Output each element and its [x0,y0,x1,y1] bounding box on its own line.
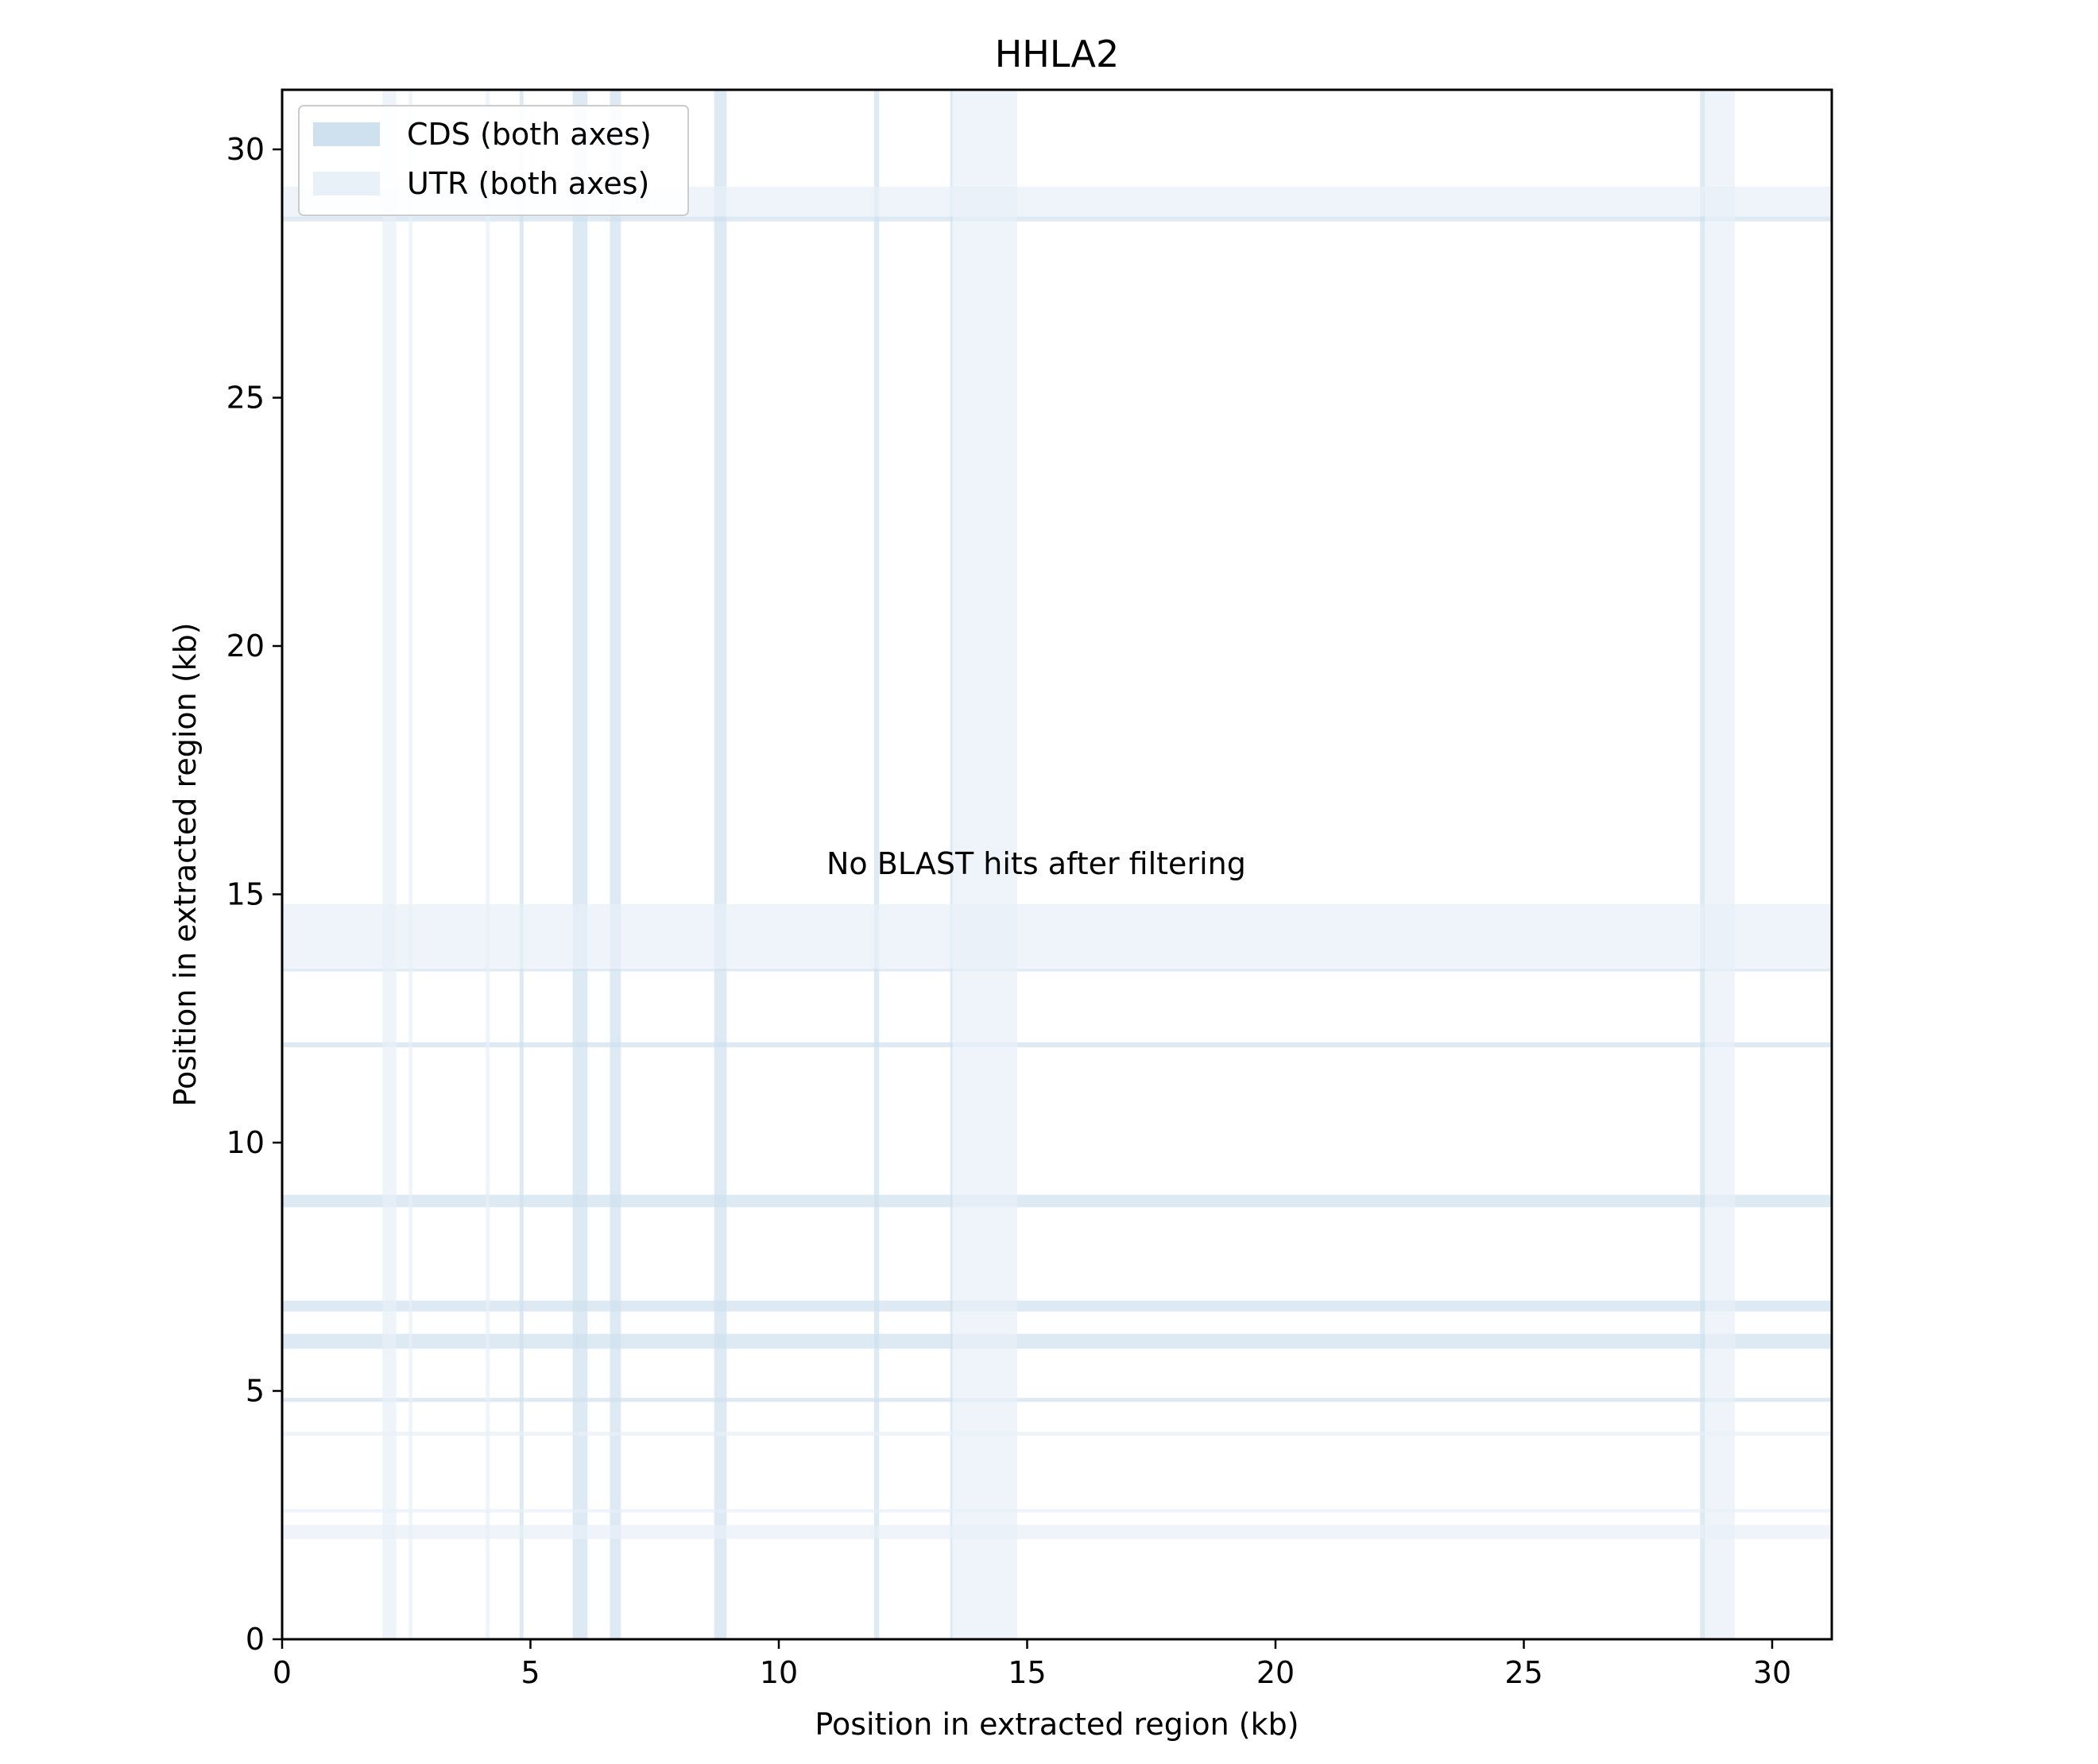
y-tick-label: 0 [246,1622,265,1657]
no-hits-annotation: No BLAST hits after filtering [826,846,1246,881]
x-tick-label: 5 [521,1655,540,1690]
utr-band-vertical [382,90,397,1639]
utr-band-horizontal [282,904,1832,969]
cds-band-horizontal [282,1042,1832,1047]
utr-band-horizontal [282,1525,1832,1539]
y-tick-label: 15 [226,877,265,912]
cds-band-vertical [519,90,524,1639]
utr-band-vertical [486,90,490,1639]
x-tick-label: 20 [1256,1655,1295,1690]
y-tick-label: 20 [226,629,265,663]
y-tick-label: 25 [226,381,265,416]
utr-band-horizontal [282,1509,1832,1513]
x-tick-label: 25 [1504,1655,1543,1690]
cds-band-horizontal [282,1398,1832,1402]
legend-label-utr: UTR (both axes) [407,166,649,201]
legend-box [298,105,689,216]
x-tick-label: 15 [1008,1655,1046,1690]
cds-band-horizontal [282,1300,1832,1312]
legend-label-cds: CDS (both axes) [407,117,652,152]
legend: CDS (both axes) UTR (both axes) [298,105,689,216]
legend-swatch-cds [313,122,380,146]
cds-band-horizontal [282,1194,1832,1208]
utr-band-vertical [952,90,1017,1639]
cds-band-vertical [610,90,621,1639]
feature-bands [282,90,1832,1639]
legend-swatch-utr [313,172,380,195]
y-tick-label: 5 [246,1374,265,1409]
cds-band-horizontal [282,1333,1832,1349]
cds-band-vertical [714,90,727,1639]
utr-band-horizontal [282,1431,1832,1436]
chart-title: HHLA2 [995,33,1120,75]
x-axis-label: Position in extracted region (kb) [815,1707,1299,1742]
plot-frame [281,88,1833,1641]
cds-band-horizontal [282,969,1832,972]
cds-band-vertical [950,90,953,1639]
cds-band-vertical [572,90,588,1639]
utr-band-vertical [1705,90,1736,1639]
cds-band-vertical [1700,90,1705,1639]
y-axis-label: Position in extracted region (kb) [168,622,203,1106]
x-tick-label: 0 [273,1655,292,1690]
cds-band-vertical [874,90,880,1639]
y-tick-label: 10 [226,1125,265,1160]
y-tick-label: 30 [226,132,265,167]
cds-band-horizontal [282,216,1832,222]
x-tick-label: 10 [760,1655,798,1690]
axis-ticks: 0 5 10 15 20 25 30 0 5 10 15 20 25 30 [226,132,1792,1690]
utr-band-vertical [408,90,412,1639]
x-tick-label: 30 [1753,1655,1791,1690]
